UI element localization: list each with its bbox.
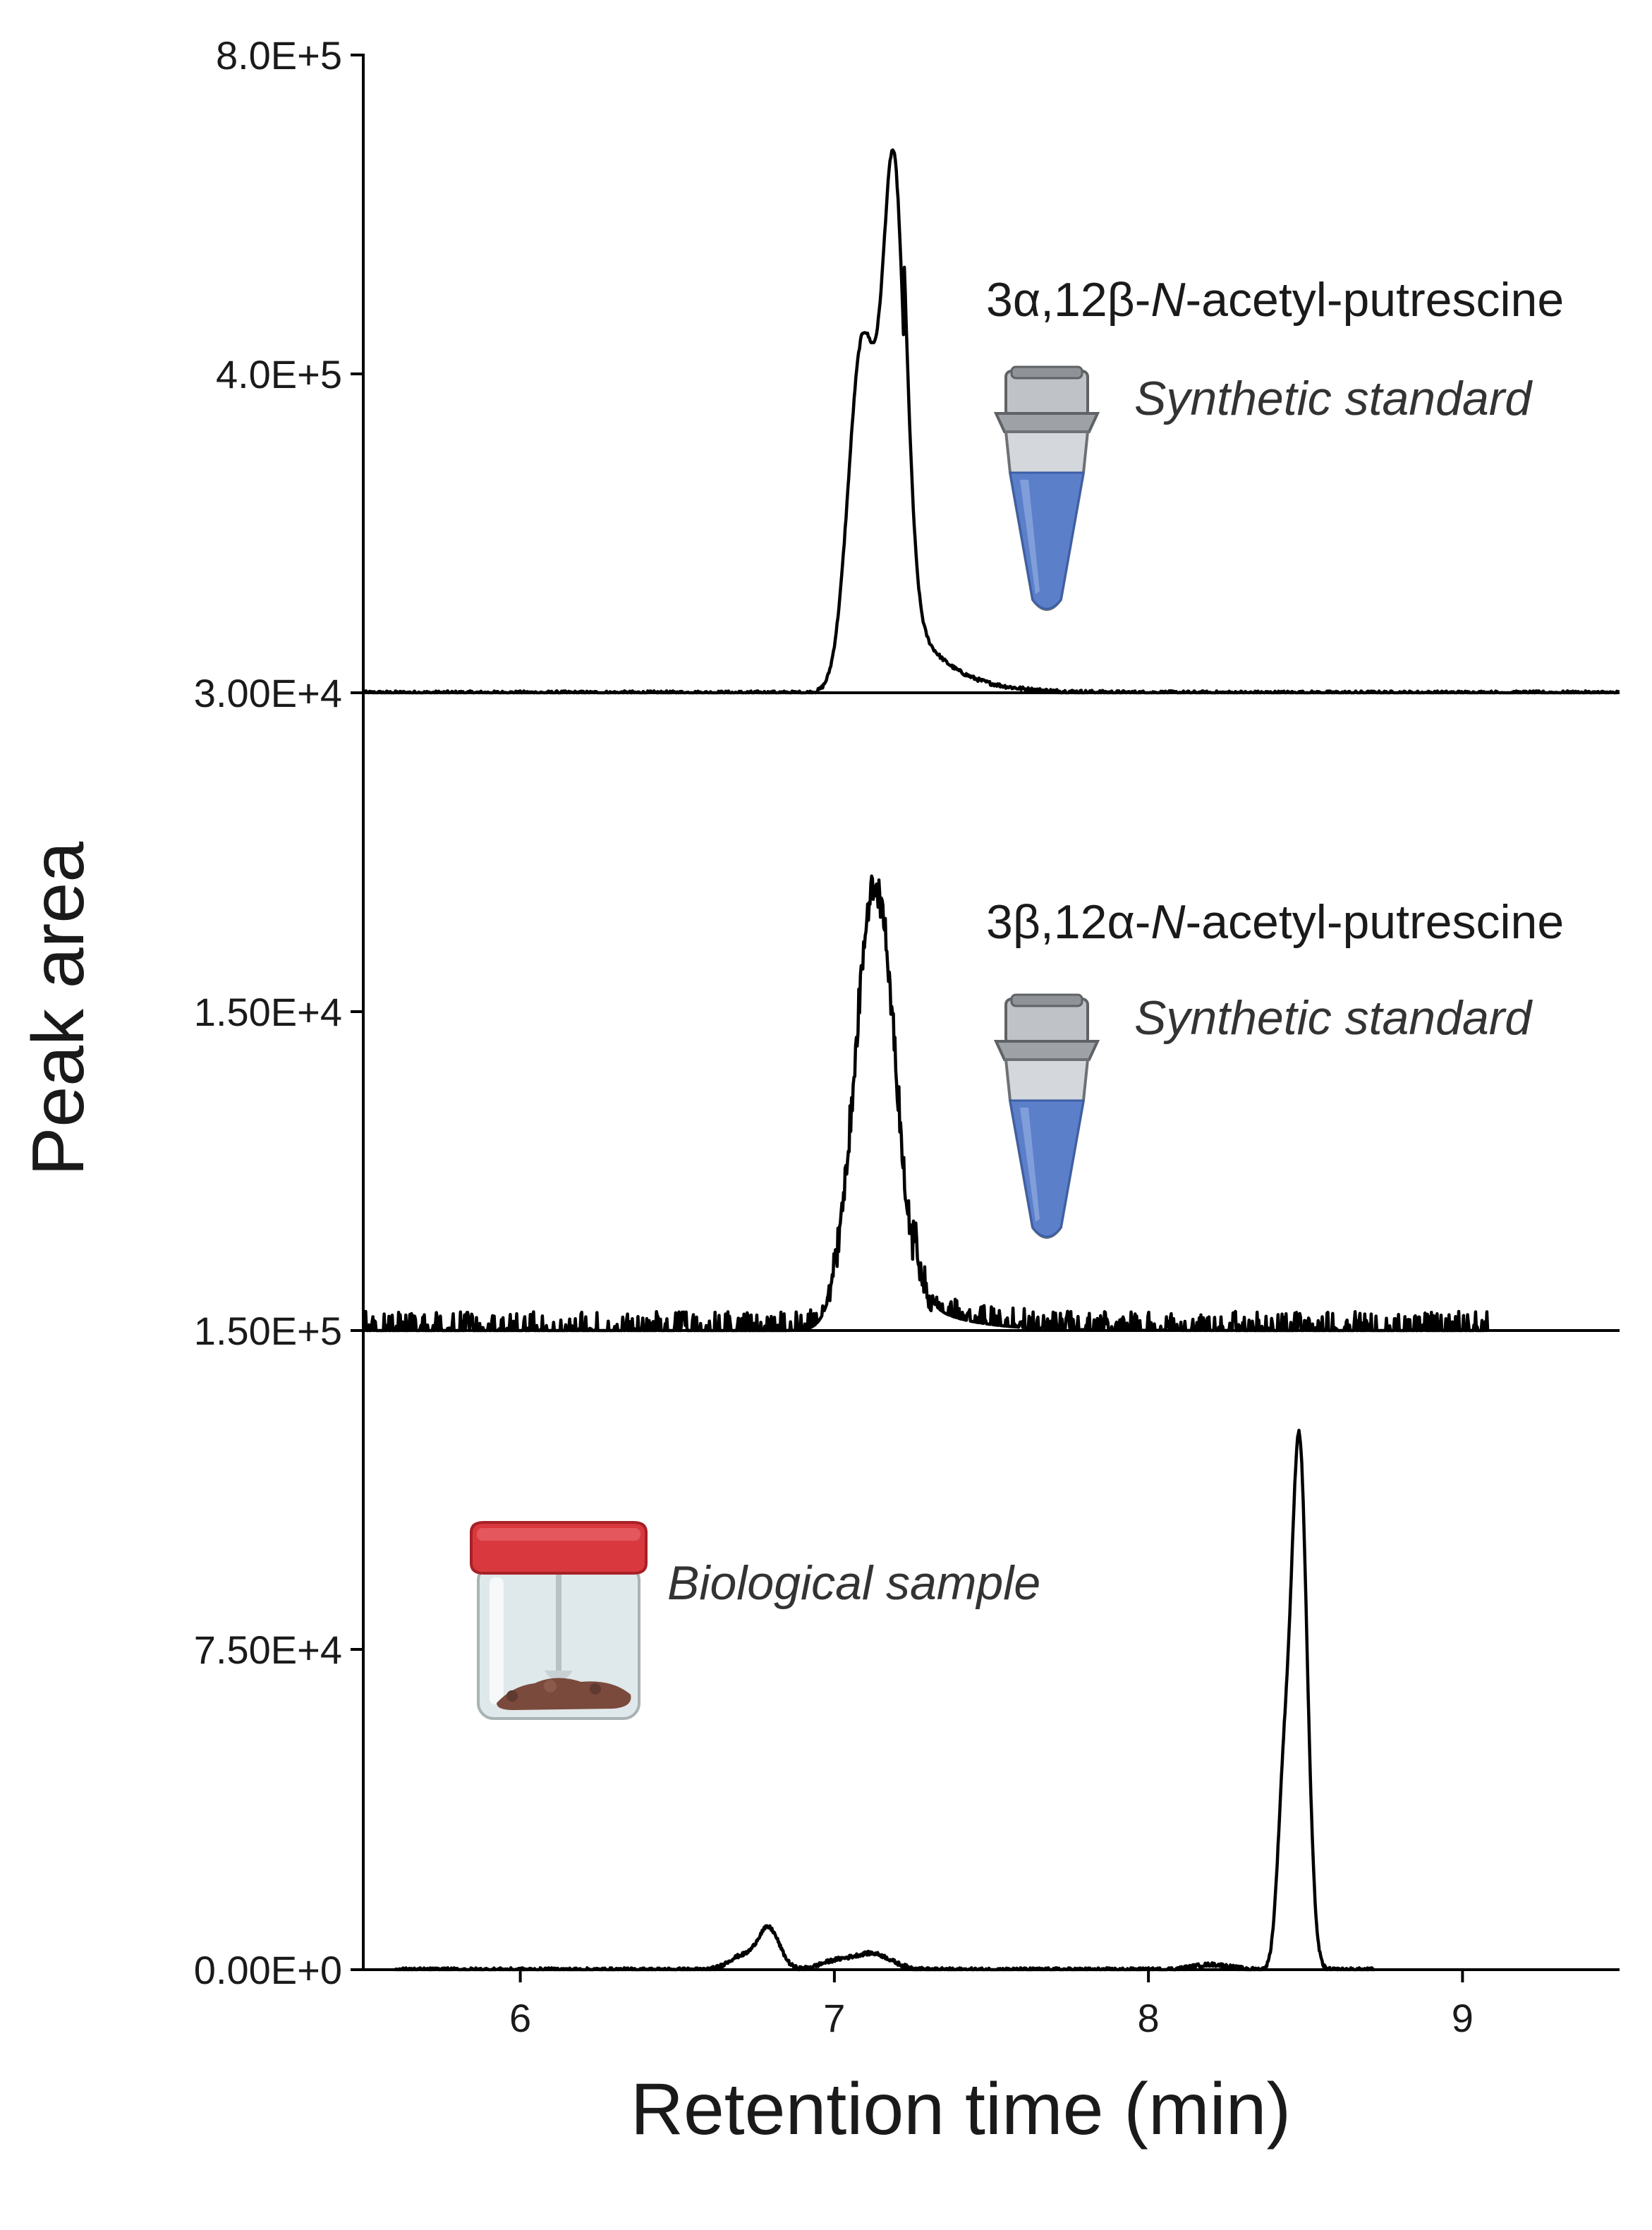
- x-tick-label: 7: [823, 1996, 845, 2040]
- compound-prefix: 3α,12β-: [986, 273, 1150, 327]
- y-tick-label: 0.00E+0: [194, 1948, 342, 1992]
- panel-2-sample-label: Synthetic standard: [1134, 991, 1533, 1045]
- y-tick-label: 3.00E+4: [194, 671, 342, 715]
- y-tick-label: 1.50E+5: [194, 1309, 342, 1353]
- y-tick-label: 4.0E+5: [216, 352, 342, 396]
- y-tick-label: 7.50E+4: [194, 1628, 342, 1672]
- panel-1-trace: [362, 148, 1620, 695]
- compound-prefix: 3β,12α-: [986, 895, 1150, 949]
- compound-n: N: [1150, 273, 1186, 327]
- y-tick-label: 8.0E+5: [216, 33, 342, 78]
- panel-1-sample-label: Synthetic standard: [1134, 372, 1533, 425]
- compound-suffix: -acetyl-putrescine: [1186, 273, 1565, 327]
- y-tick-label: 1.50E+4: [194, 990, 342, 1034]
- x-ticks: 6 7 8 9: [509, 1970, 1474, 2040]
- x-tick-label: 8: [1138, 1996, 1160, 2040]
- panel-1-compound-label: 3α,12β-N-acetyl-putrescine: [986, 273, 1564, 327]
- y-axis-title: Peak area: [18, 842, 99, 1176]
- compound-suffix: -acetyl-putrescine: [1186, 895, 1565, 949]
- x-tick-label: 9: [1452, 1996, 1474, 2040]
- compound-n: N: [1150, 895, 1186, 949]
- panel-3-sample-label: Biological sample: [667, 1556, 1040, 1610]
- panel-2-compound-label: 3β,12α-N-acetyl-putrescine: [986, 895, 1564, 949]
- panel-3-trace: [394, 1429, 1375, 1972]
- panel-2-trace: [362, 874, 1490, 1333]
- tube-icon: [993, 993, 1100, 1239]
- x-axis-title: Retention time (min): [631, 2068, 1291, 2150]
- tube-icon: [993, 365, 1100, 611]
- sample-jar-icon: [470, 1521, 648, 1720]
- x-tick-label: 6: [509, 1996, 531, 2040]
